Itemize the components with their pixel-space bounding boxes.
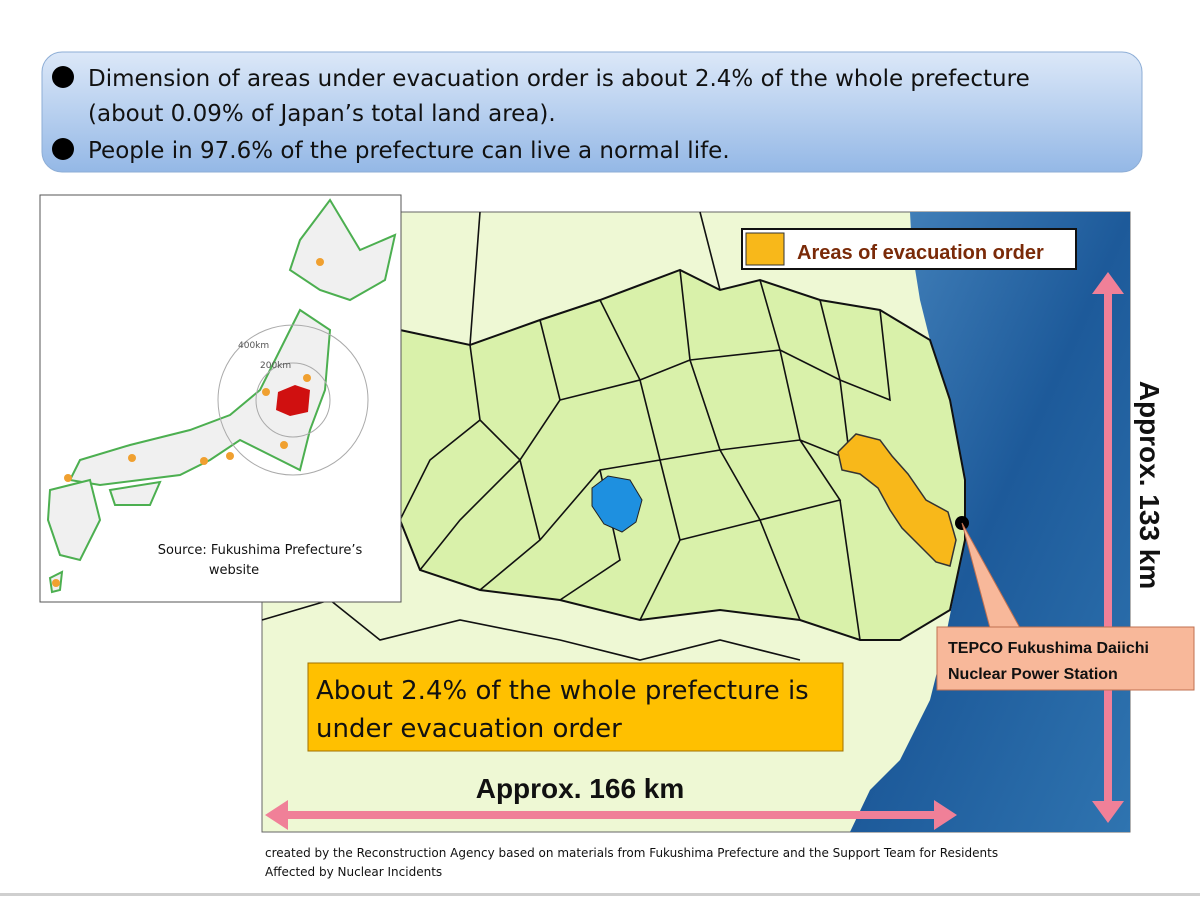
range-ring bbox=[255, 362, 331, 438]
footer-text: Affected by Nuclear Incidents bbox=[265, 865, 442, 879]
plant-box bbox=[936, 626, 1195, 691]
bullet bbox=[52, 66, 74, 88]
ring-label: 200km bbox=[260, 361, 291, 371]
plant-label: Nuclear Power Station bbox=[948, 666, 1118, 683]
height-arrow bbox=[1092, 272, 1124, 823]
evacuation-area bbox=[837, 433, 957, 567]
bullet bbox=[52, 138, 74, 160]
municipal-borders bbox=[399, 269, 891, 641]
bullet-text: Dimension of areas under evacuation orde… bbox=[88, 66, 1030, 92]
prefecture bbox=[378, 268, 966, 641]
japan-outline bbox=[46, 198, 397, 594]
summary-band bbox=[41, 51, 1143, 173]
plant-label: TEPCO Fukushima Daiichi bbox=[948, 640, 1149, 657]
legend-swatch bbox=[745, 232, 785, 266]
ring-label: 400km bbox=[238, 341, 269, 351]
source-text: website bbox=[209, 563, 259, 578]
bottom-rule bbox=[0, 893, 1200, 896]
footer-text: created by the Reconstruction Agency bas… bbox=[265, 846, 998, 860]
width-arrow bbox=[265, 800, 957, 830]
range-ring bbox=[217, 324, 369, 476]
main-map: Areas of evacuation order Approx. 133 km… bbox=[261, 211, 1195, 833]
cities bbox=[52, 258, 324, 587]
callout-text: About 2.4% of the whole prefecture is bbox=[316, 676, 809, 706]
callout-text: under evacuation order bbox=[316, 714, 622, 744]
bullet-text: People in 97.6% of the prefecture can li… bbox=[88, 138, 730, 164]
lake bbox=[591, 475, 643, 533]
fukushima bbox=[276, 385, 310, 416]
inset-map: 400km 200km Source: Fukushima Prefecture… bbox=[39, 194, 402, 603]
neighbor-borders bbox=[261, 211, 801, 661]
source-text: Source: Fukushima Prefecture’s bbox=[158, 543, 363, 558]
callout-box bbox=[307, 662, 844, 752]
height-label: Approx. 133 km bbox=[1134, 381, 1165, 590]
width-label: Approx. 166 km bbox=[476, 773, 685, 804]
legend-label: Areas of evacuation order bbox=[797, 242, 1044, 264]
legend-box bbox=[741, 228, 1077, 270]
bullet-text: (about 0.09% of Japan’s total land area)… bbox=[88, 101, 556, 127]
